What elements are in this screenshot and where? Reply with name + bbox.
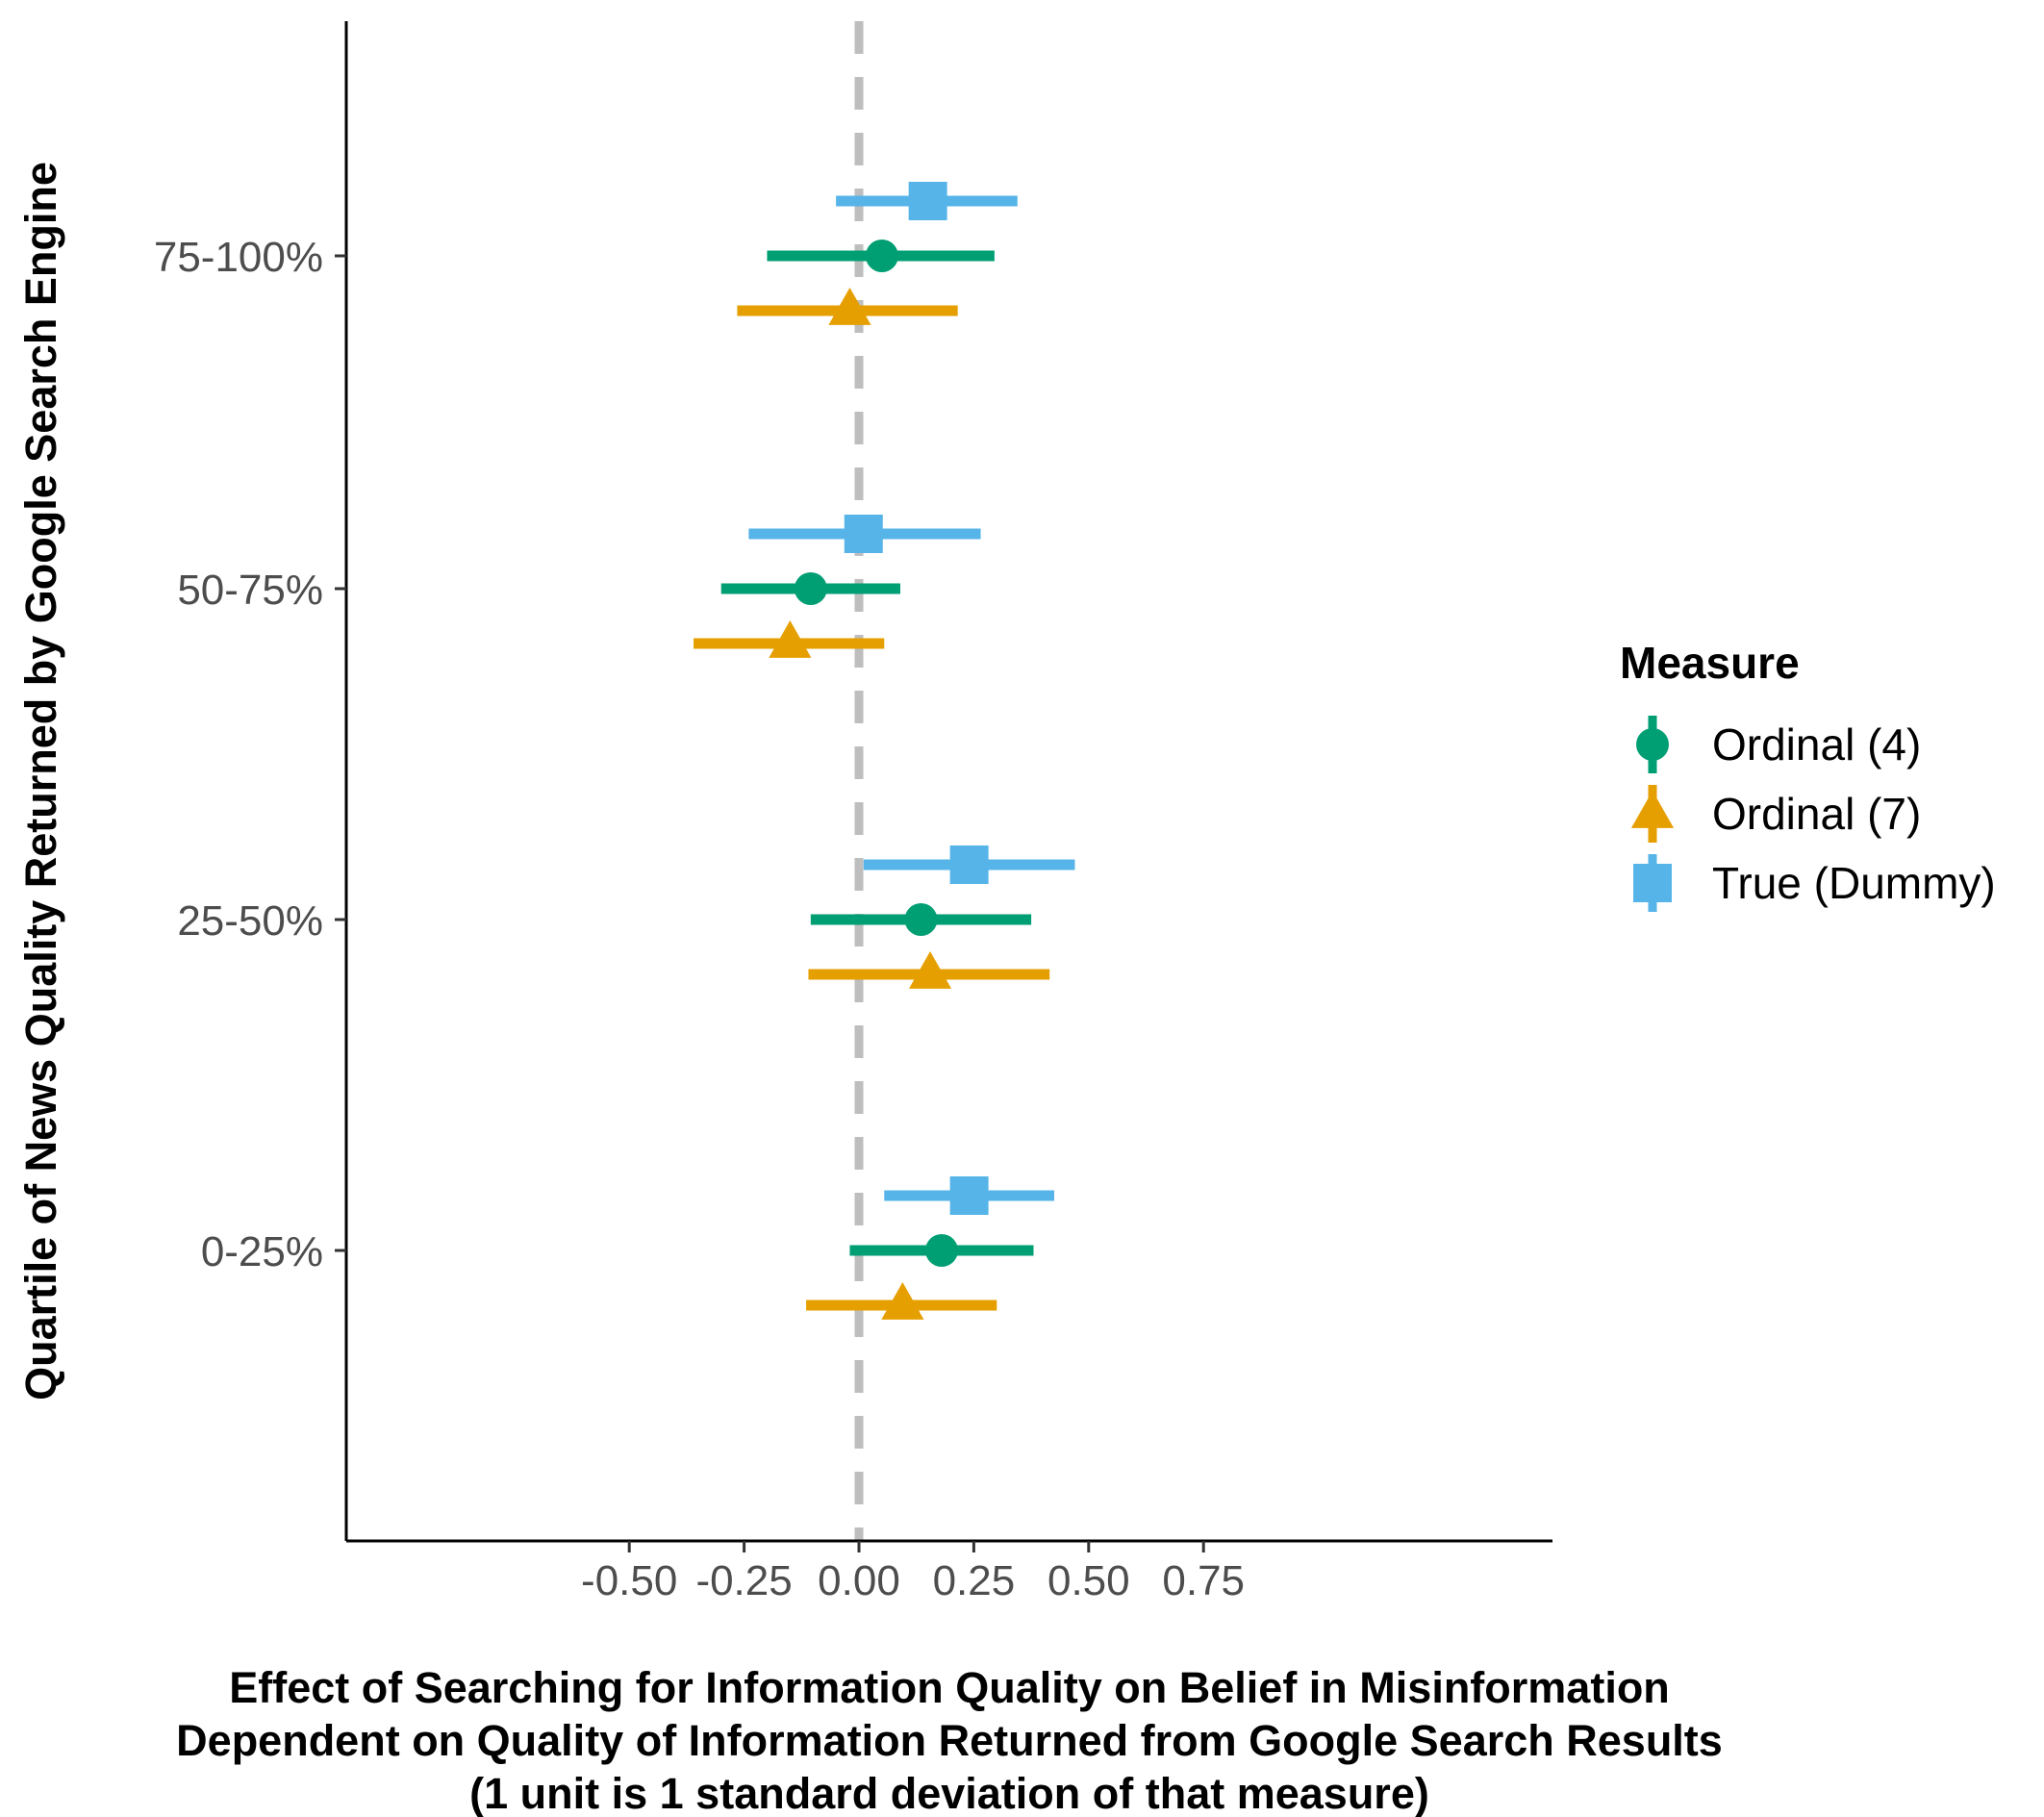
legend-key-triangle (1630, 791, 1675, 828)
legend-label: True (Dummy) (1712, 858, 1996, 908)
point-estimate-triangle (828, 288, 871, 325)
point-estimate-square (908, 182, 947, 220)
point-estimate-square (949, 1176, 989, 1215)
x-axis-title-line: Effect of Searching for Information Qual… (229, 1663, 1670, 1712)
point-estimate-circle (865, 240, 898, 272)
x-tick-label: 0.00 (818, 1557, 900, 1604)
y-tick-label: 25-50% (177, 897, 323, 945)
plot-panel (344, 21, 1552, 1543)
legend-label: Ordinal (4) (1712, 719, 1921, 770)
x-tick-label: 0.50 (1047, 1557, 1130, 1604)
series-ordinal-7 (694, 288, 1050, 1320)
y-axis-title: Quartile of News Quality Returned by Goo… (16, 162, 65, 1401)
point-estimate-circle (904, 903, 938, 936)
legend-item: Ordinal (7) (1630, 785, 1921, 843)
x-tick-label: -0.25 (695, 1557, 792, 1604)
point-estimate-square (949, 845, 989, 884)
legend-title: Measure (1620, 638, 1800, 688)
x-axis-title: Effect of Searching for Information Qual… (176, 1663, 1723, 1817)
x-tick-label: 0.75 (1162, 1557, 1245, 1604)
point-estimate-circle (794, 572, 827, 605)
point-estimate-circle (924, 1234, 958, 1267)
x-axis-title-line: (1 unit is 1 standard deviation of that … (469, 1769, 1429, 1817)
y-tick-label: 0-25% (201, 1228, 323, 1275)
y-tick-label: 50-75% (177, 567, 323, 614)
legend-key-circle (1636, 728, 1669, 761)
y-tick-label: 75-100% (154, 234, 323, 281)
x-tick-label: -0.50 (581, 1557, 677, 1604)
x-axis-title-line: Dependent on Quality of Information Retu… (176, 1716, 1723, 1765)
point-estimate-triangle (908, 951, 952, 989)
legend-label: Ordinal (7) (1712, 789, 1921, 839)
legend-key-square (1633, 864, 1672, 902)
series-ordinal-4 (720, 240, 1034, 1267)
point-estimate-triangle (769, 620, 812, 658)
x-axis-ticks: -0.50 -0.25 0.00 0.25 0.50 0.75 (581, 1541, 1245, 1604)
y-axis-ticks: 75-100% 50-75% 25-50% 0-25% (154, 234, 346, 1275)
series-true-dummy (748, 182, 1075, 1215)
x-tick-label: 0.25 (933, 1557, 1016, 1604)
point-estimate-triangle (881, 1282, 924, 1320)
point-estimate-square (844, 515, 883, 553)
legend-items: Ordinal (4) Ordinal (7) True (Dummy) (1630, 716, 1996, 912)
legend-item: True (Dummy) (1633, 854, 1996, 912)
data-marks (694, 182, 1075, 1320)
legend: Measure Ordinal (4) Ordinal (7) True (Dumm… (1620, 638, 1996, 912)
legend-item: Ordinal (4) (1636, 716, 1921, 773)
